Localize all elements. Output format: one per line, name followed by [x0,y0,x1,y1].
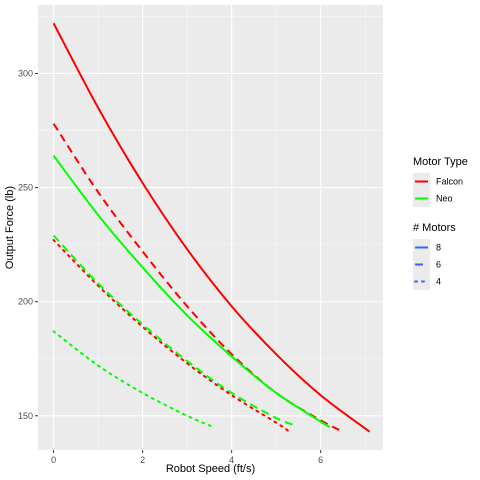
legend-title: Motor Type [413,156,468,168]
legend-label: 4 [436,277,441,287]
gridlines [38,5,383,450]
x-axis-label: Robot Speed (ft/s) [166,463,255,475]
y-tick-label: 200 [18,297,33,307]
series-lines [52,22,371,433]
legend-label: Neo [436,194,453,204]
series-line-falcon-4 [52,239,291,433]
y-tick-label: 300 [18,68,33,78]
legend-title: # Motors [413,222,456,234]
legend-label: 8 [436,243,441,253]
y-tick-label: 150 [18,411,33,421]
x-tick-label: 6 [318,455,323,465]
x-tick-label: 0 [51,455,56,465]
series-line-neo-4 [52,330,215,429]
panel-background [38,5,383,450]
y-tick-label: 250 [18,183,33,193]
legend-label: 6 [436,260,441,270]
x-tick-label: 4 [229,455,234,465]
x-tick-label: 2 [140,455,145,465]
axes: 0 2 4 6 150 200 250 300 [18,68,323,465]
series-line-neo-8 [52,155,331,429]
series-line-neo-6 [52,234,295,426]
series-line-falcon-8 [52,22,371,433]
legend-label: Falcon [436,177,463,187]
legend: Motor Type Falcon Neo # Motors 8 6 4 [413,156,468,290]
y-axis-label: Output Force (lb) [4,186,16,269]
